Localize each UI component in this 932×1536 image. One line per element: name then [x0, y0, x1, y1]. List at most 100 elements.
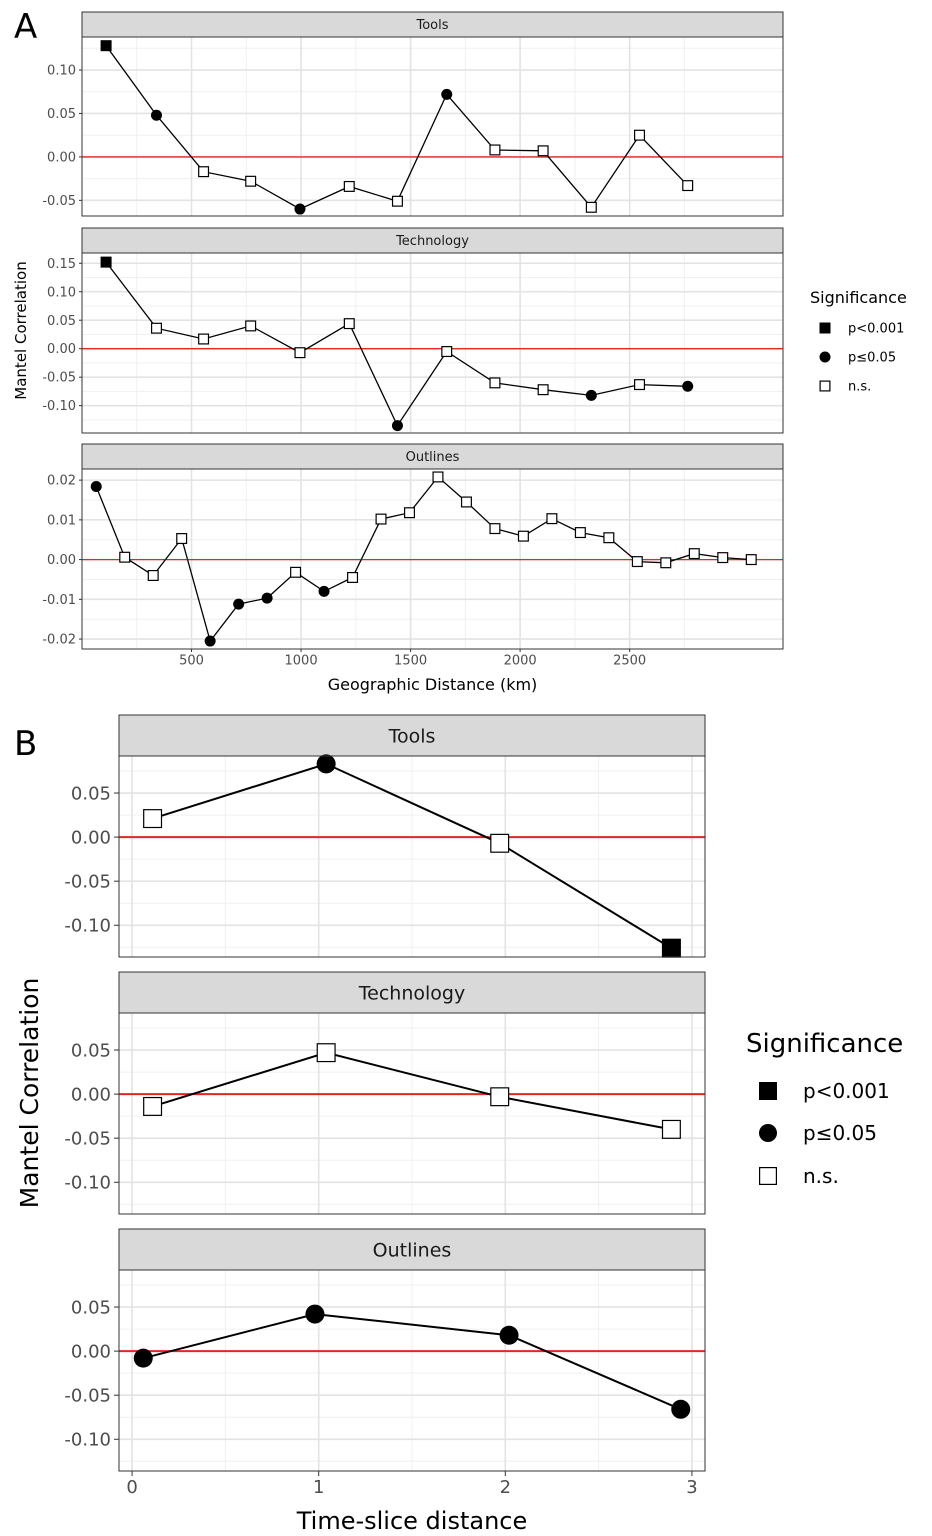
legend: Significance p<0.001 p≤0.05 n.s. — [810, 288, 907, 395]
y-tick-label: -0.05 — [42, 194, 76, 209]
y-tick-label: 0.00 — [47, 150, 76, 165]
y-tick-label: 0.00 — [71, 827, 111, 848]
data-point — [546, 513, 558, 525]
data-point — [204, 635, 216, 647]
legend-title: Significance — [810, 288, 907, 307]
x-tick-label: 500 — [179, 653, 204, 668]
y-tick-label: 0.05 — [47, 107, 76, 122]
series-line — [152, 1051, 672, 1131]
data-point — [347, 571, 359, 583]
panel-border — [81, 468, 784, 650]
data-point — [631, 556, 643, 568]
y-tick-label: 0.00 — [71, 1084, 111, 1105]
strip-title: Outlines — [373, 1239, 452, 1261]
data-point — [147, 569, 159, 581]
x-axis: 500 1000 1500 2000 2500 — [179, 649, 646, 668]
gridlines — [119, 1270, 705, 1471]
data-point — [119, 551, 131, 563]
strip — [118, 1228, 706, 1271]
data-point — [150, 322, 162, 334]
data-point — [305, 1304, 325, 1324]
y-tick-label: 0.00 — [71, 1341, 111, 1362]
data-point — [682, 180, 694, 192]
data-point — [316, 1043, 336, 1063]
data-point — [537, 145, 549, 157]
data-points — [143, 754, 681, 958]
y-tick-label: -0.10 — [64, 1430, 111, 1451]
data-point — [441, 88, 453, 100]
series-line — [105, 261, 688, 427]
y-tick-label: -0.02 — [42, 633, 76, 648]
data-point — [316, 754, 336, 774]
data-point — [150, 109, 162, 121]
y-tick-label: 0.05 — [71, 1297, 111, 1318]
y-tick-label: -0.10 — [42, 399, 76, 414]
data-point — [585, 201, 597, 213]
data-point — [100, 40, 112, 52]
data-point — [489, 523, 501, 535]
panel-outlines: Outlines 0.05 0.00 -0.05 -0.10 0 1 2 3 — [64, 1228, 706, 1498]
panel-border — [118, 755, 706, 958]
data-point — [294, 203, 306, 215]
y-tick-label: -0.05 — [64, 871, 111, 892]
legend-entry: p<0.001 — [848, 322, 904, 337]
y-tick-label: 0.10 — [47, 64, 76, 79]
legend-entry: n.s. — [848, 380, 871, 395]
data-point — [143, 809, 163, 829]
figure-B: B Tools0.050.00-0.05-0.10Technology0.050.… — [14, 714, 903, 1535]
x-tick-label: 0 — [126, 1477, 137, 1498]
x-tick-label: 1000 — [285, 653, 318, 668]
data-point — [660, 557, 672, 569]
data-point — [294, 347, 306, 359]
data-point — [661, 938, 681, 958]
data-point — [343, 318, 355, 330]
data-point — [717, 552, 729, 564]
data-point — [143, 1096, 163, 1116]
panel-technology: Technology 0.15 0.10 0.05 0.00 -0.05 -0.10 — [42, 227, 784, 434]
data-point — [460, 496, 472, 508]
data-point — [233, 598, 245, 610]
panel-border — [118, 1012, 706, 1215]
y-tick-label: 0.01 — [47, 513, 76, 528]
data-point — [133, 1348, 153, 1368]
panel-border — [81, 36, 784, 217]
data-point — [634, 379, 646, 391]
strip — [81, 443, 784, 470]
y-tick-label: 0.00 — [47, 553, 76, 568]
x-tick-label: 1500 — [394, 653, 427, 668]
y-tick-label: -0.10 — [64, 1173, 111, 1194]
strip-title: Tools — [415, 18, 448, 33]
figure-A: A Tools0.100.050.00-0.05Technology0.150.1… — [12, 7, 907, 694]
y-tick-label: -0.05 — [42, 371, 76, 386]
figure-label: A — [14, 7, 37, 47]
y-tick-label: 0.15 — [47, 257, 76, 272]
data-point — [585, 389, 597, 401]
legend-entry: p<0.001 — [803, 1079, 890, 1103]
y-axis: 0.05 0.00 -0.05 -0.10 — [64, 1297, 119, 1451]
strip-title: Tools — [388, 725, 436, 747]
legend-key — [819, 351, 831, 363]
legend-entry: p≤0.05 — [803, 1121, 877, 1145]
y-tick-label: -0.05 — [64, 1128, 111, 1149]
gridlines — [119, 1013, 705, 1214]
data-point — [391, 420, 403, 432]
data-point — [489, 377, 501, 389]
y-axis: 0.05 0.00 -0.05 -0.10 — [64, 783, 119, 937]
data-point — [245, 320, 257, 332]
data-point — [432, 471, 444, 483]
series-line — [152, 762, 672, 950]
data-point — [671, 1399, 691, 1419]
legend-key — [819, 380, 831, 392]
y-tick-label: 0.02 — [47, 474, 76, 489]
strip-title: Outlines — [406, 450, 460, 465]
series-line — [143, 1313, 682, 1411]
legend-entry: n.s. — [803, 1164, 839, 1188]
legend-key — [819, 322, 831, 334]
data-point — [290, 566, 302, 578]
panel-tools: Tools 0.10 0.05 0.00 -0.05 — [42, 11, 784, 217]
y-tick-label: 0.05 — [71, 1040, 111, 1061]
y-tick-label: -0.01 — [42, 593, 76, 608]
data-point — [391, 195, 403, 207]
data-point — [490, 1087, 510, 1107]
